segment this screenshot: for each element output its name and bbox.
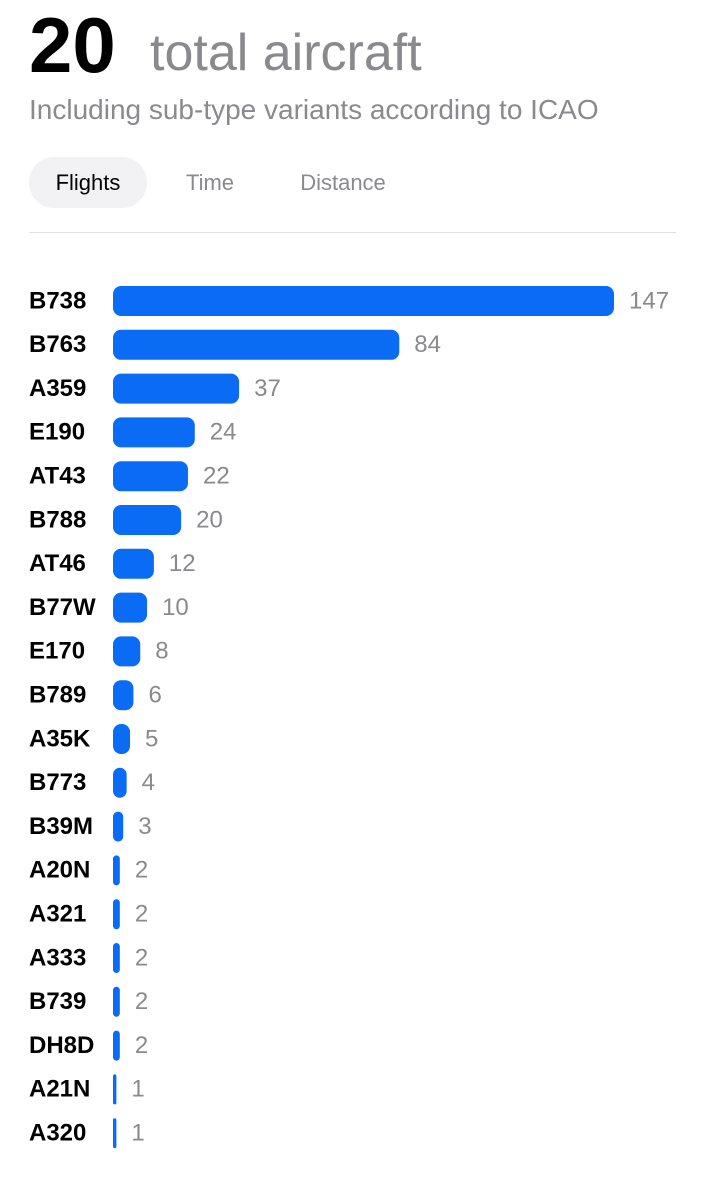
value-label: 3 — [138, 813, 151, 840]
bar — [113, 943, 120, 973]
bar — [113, 811, 124, 842]
category-label: AT43 — [29, 463, 86, 490]
category-label: A359 — [29, 375, 86, 402]
value-label: 10 — [162, 594, 189, 621]
bar — [113, 505, 182, 535]
value-label: 1 — [131, 1120, 144, 1147]
bar — [113, 461, 188, 492]
value-label: 24 — [210, 419, 237, 446]
value-label: 8 — [155, 638, 168, 665]
bar — [113, 767, 127, 798]
bar — [113, 1118, 117, 1149]
value-label: 22 — [203, 463, 230, 490]
value-label: 84 — [414, 331, 441, 358]
bar — [113, 855, 120, 886]
bar — [113, 1030, 120, 1061]
value-label: 147 — [629, 287, 669, 314]
category-label: A320 — [29, 1120, 86, 1147]
category-label: DH8D — [29, 1032, 94, 1059]
bar — [113, 986, 120, 1017]
bar — [113, 724, 131, 754]
tab[interactable]: Distance — [300, 170, 386, 195]
category-label: E170 — [29, 638, 85, 665]
header-subtitle: Including sub-type variants according to… — [29, 94, 599, 125]
value-label: 2 — [135, 1032, 148, 1059]
bar — [113, 548, 154, 579]
value-label: 1 — [131, 1076, 144, 1103]
value-label: 37 — [254, 375, 281, 402]
category-label: A321 — [29, 901, 86, 928]
category-label: B788 — [29, 506, 86, 533]
category-label: B739 — [29, 988, 86, 1015]
bar — [113, 329, 400, 360]
header-title: total aircraft — [150, 24, 422, 82]
category-label: A35K — [29, 725, 91, 752]
value-label: 5 — [145, 725, 158, 752]
bar — [113, 636, 141, 667]
bar — [113, 680, 134, 711]
bar — [113, 899, 120, 930]
category-label: A21N — [29, 1076, 90, 1103]
value-label: 12 — [169, 550, 196, 577]
value-label: 2 — [135, 857, 148, 884]
value-label: 20 — [196, 506, 223, 533]
category-label: E190 — [29, 419, 85, 446]
bar — [113, 373, 240, 404]
bar — [113, 592, 148, 623]
bar — [113, 1074, 117, 1105]
category-label: B773 — [29, 769, 86, 796]
category-label: B77W — [29, 594, 96, 621]
category-label: B789 — [29, 682, 86, 709]
tab-selected-bg — [29, 157, 147, 208]
value-label: 2 — [135, 901, 148, 928]
category-label: A20N — [29, 857, 90, 884]
value-label: 2 — [135, 988, 148, 1015]
category-label: A333 — [29, 944, 86, 971]
value-label: 2 — [135, 944, 148, 971]
bar — [113, 286, 614, 316]
category-label: B763 — [29, 331, 86, 358]
category-label: AT46 — [29, 550, 86, 577]
bar — [113, 417, 195, 448]
tab[interactable]: Time — [186, 170, 234, 195]
tab[interactable]: Flights — [56, 170, 121, 195]
value-label: 6 — [148, 682, 161, 709]
value-label: 4 — [142, 769, 155, 796]
category-label: B39M — [29, 813, 93, 840]
aircraft-count: 20 — [29, 1, 116, 89]
category-label: B738 — [29, 287, 86, 314]
